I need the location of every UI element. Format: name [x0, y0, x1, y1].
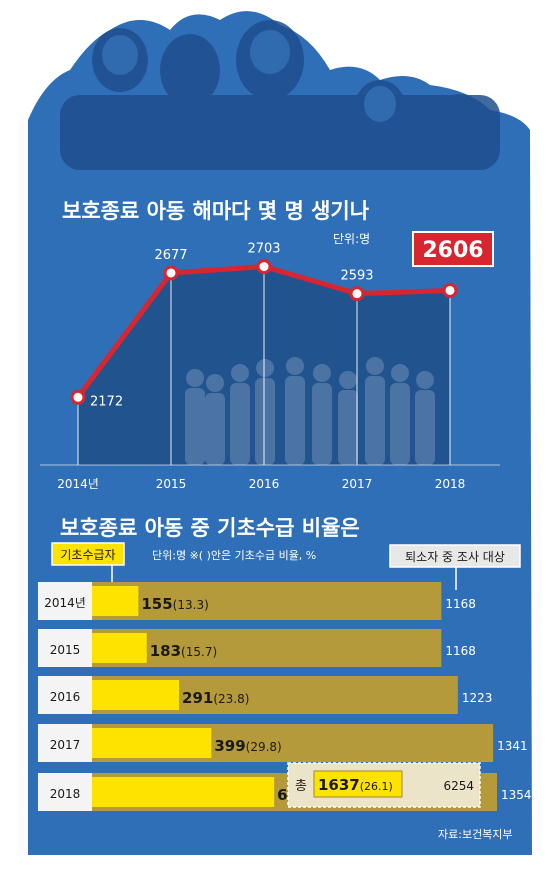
row-label-box	[38, 629, 92, 667]
highlight-box	[412, 231, 494, 267]
row-label-box	[38, 724, 92, 762]
tick-label: 2018	[50, 787, 81, 801]
legend-recipient	[51, 542, 125, 566]
child-head	[391, 364, 409, 382]
bar-recipient	[92, 586, 139, 616]
data-point	[163, 265, 179, 281]
bar-recipient	[92, 728, 212, 758]
chart2-title: 보호종료 아동 중 기초수급 비율은	[60, 516, 360, 540]
bar-surveyed-label: 1168	[445, 644, 476, 658]
child-head	[206, 374, 224, 392]
row-label-box	[38, 582, 92, 620]
bar-surveyed-label: 1223	[462, 691, 493, 705]
tick-label: 2017	[342, 477, 373, 491]
child-body	[365, 376, 385, 465]
child-body	[415, 390, 435, 465]
data-label: 2593	[340, 269, 373, 284]
tick-label: 2017	[50, 738, 81, 752]
row-label-box	[38, 773, 92, 811]
bar-recipient	[92, 680, 180, 710]
total-recipient-box	[313, 770, 403, 798]
bar-surveyed-label: 1341	[497, 739, 528, 753]
child-head	[416, 371, 434, 389]
source-label: 자료:보건복지부	[438, 828, 513, 841]
bar-surveyed	[92, 629, 442, 667]
data-label: 2703	[247, 242, 280, 257]
chart1-title: 보호종료 아동 해마다 몇 명 생기나	[62, 199, 370, 223]
child-head	[256, 359, 274, 377]
legend-surveyed	[389, 544, 521, 568]
child-body	[205, 393, 225, 465]
tick-label: 2018	[435, 477, 466, 491]
tick-label: 2015	[50, 643, 81, 657]
bar-surveyed-label: 1354	[501, 788, 532, 802]
bar-recipient-label: 291(23.8)	[182, 689, 249, 707]
child-head	[366, 357, 384, 375]
chart2-unit: 단위:명 ※( )안은 기초수급 비율, %	[152, 549, 316, 562]
row-label-box	[38, 676, 92, 714]
bar-recipient-label: 155(13.3)	[141, 595, 208, 613]
data-point	[70, 389, 86, 405]
child-body	[312, 383, 332, 465]
tick-label: 2014년	[57, 477, 99, 491]
crowd-highlight	[102, 30, 396, 122]
child-body	[285, 376, 305, 465]
child-head	[286, 357, 304, 375]
data-label: 2677	[154, 248, 187, 263]
line-chart: 2172 2677 2703 2593 2606 2014년 2015 2016 2017 201…	[40, 231, 500, 491]
legend-recipient-label: 기초수급자	[60, 548, 115, 562]
data-point	[349, 286, 365, 302]
data-label: 2172	[90, 394, 123, 409]
child-head	[231, 364, 249, 382]
bar-recipient	[92, 777, 275, 807]
tick-label: 2016	[50, 690, 81, 704]
bar-recipient	[92, 633, 147, 663]
total-surveyed-label: 6254	[443, 779, 474, 793]
bar-recipient-label: 183(15.7)	[150, 642, 217, 660]
data-point	[256, 259, 272, 275]
child-body	[230, 383, 250, 465]
bar-surveyed	[92, 582, 442, 620]
data-point	[442, 282, 458, 298]
bar-recipient-label: 399(29.8)	[214, 737, 281, 755]
child-body	[255, 378, 275, 465]
chart1-unit: 단위:명	[333, 232, 370, 246]
legend-surveyed-label: 퇴소자 중 조사 대상	[405, 550, 505, 564]
child-head	[339, 371, 357, 389]
total-recipient-label: 1637(26.1)	[318, 776, 393, 794]
child-body	[338, 390, 358, 465]
child-head	[186, 369, 204, 387]
child-head	[313, 364, 331, 382]
highlight-label: 2606	[422, 238, 483, 263]
bar-chart: 기초수급자 단위:명 ※( )안은 기초수급 비율, % 퇴소자 중 조사 대상 20…	[38, 542, 532, 811]
tick-label: 2015	[156, 477, 187, 491]
tick-label: 2016	[249, 477, 280, 491]
bar-surveyed-label: 1168	[445, 597, 476, 611]
tick-label: 2014년	[44, 596, 86, 610]
children-silhouette	[185, 357, 435, 465]
total-prefix: 총	[295, 779, 307, 794]
child-body	[390, 383, 410, 465]
child-body	[185, 388, 205, 465]
